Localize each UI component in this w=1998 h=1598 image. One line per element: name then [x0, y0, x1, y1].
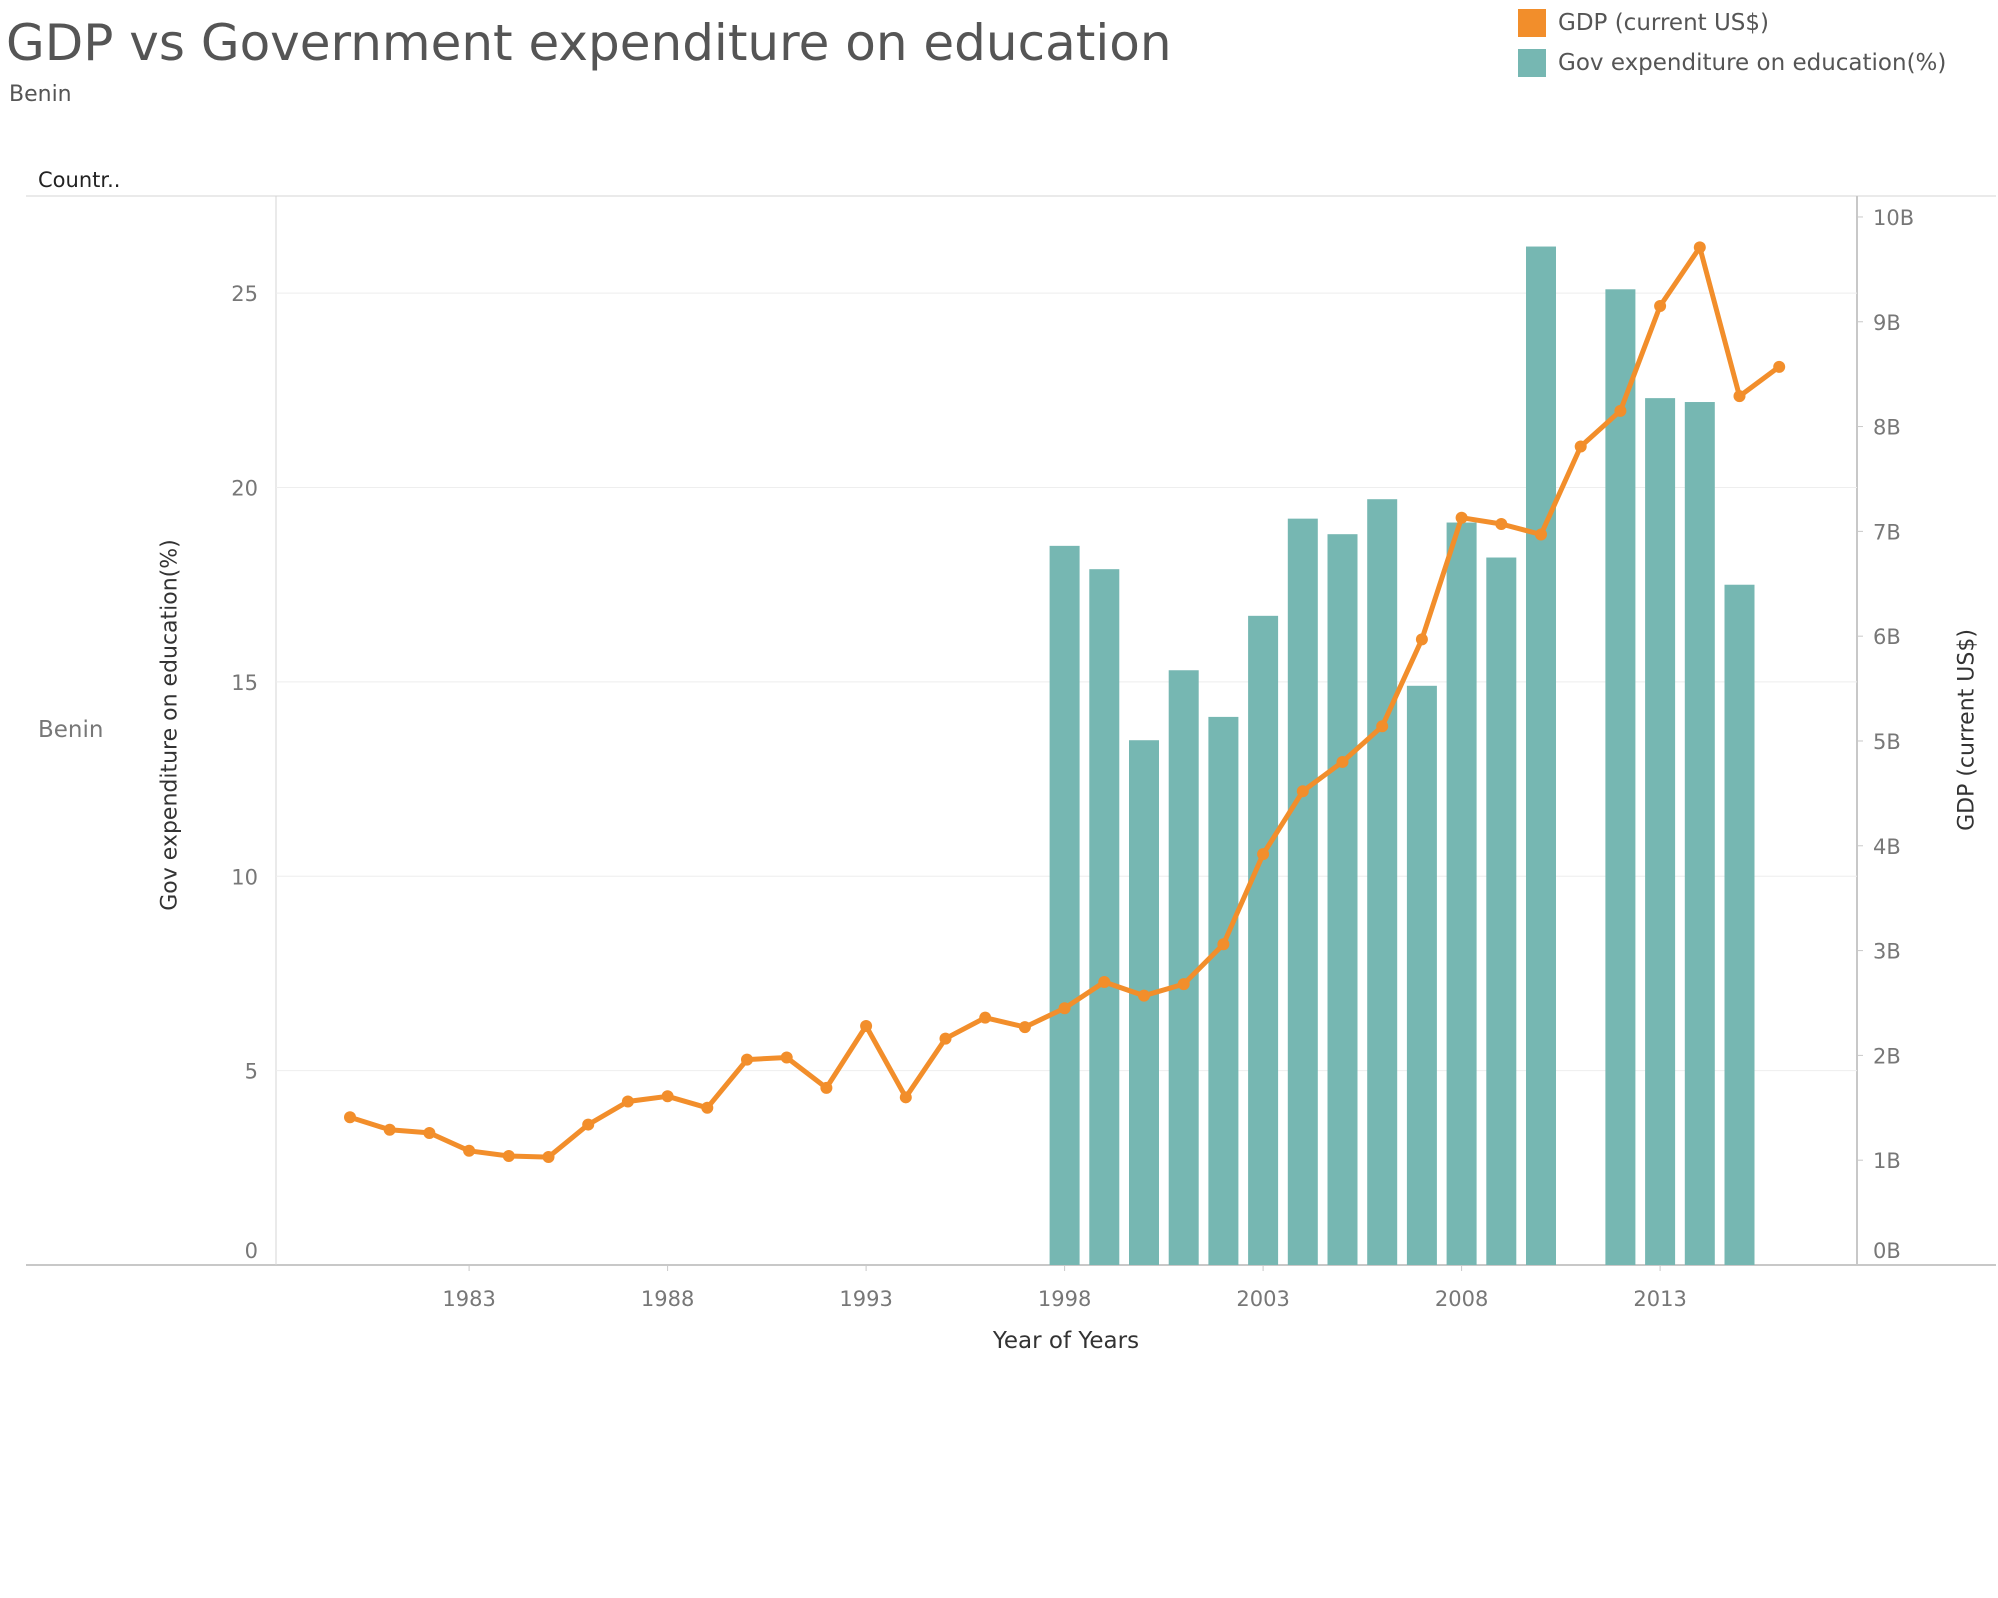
gdp-point — [979, 1011, 992, 1024]
x-tick-label: 2013 — [1633, 1287, 1686, 1311]
bar-education — [1327, 534, 1358, 1265]
bar-education — [1526, 246, 1556, 1265]
legend-label-education: Gov expenditure on education(%) — [1558, 50, 1947, 76]
x-tick-label: 1983 — [442, 1287, 495, 1311]
gdp-point — [1296, 785, 1309, 798]
y2-tick-label: 3B — [1873, 940, 1901, 964]
row-label-country: Benin — [38, 717, 104, 743]
gdp-point — [1415, 633, 1428, 646]
bar-education — [1287, 518, 1318, 1265]
gdp-point — [820, 1081, 833, 1094]
gdp-point — [1257, 848, 1270, 861]
bar-education — [1129, 740, 1159, 1265]
gdp-point — [502, 1150, 515, 1163]
gdp-point — [1336, 755, 1349, 768]
bar-education — [1645, 398, 1676, 1265]
legend-item-education[interactable]: Gov expenditure on education(%) — [1518, 48, 1946, 78]
y-tick-label: 25 — [231, 282, 258, 306]
x-tick-label: 2008 — [1435, 1287, 1488, 1311]
x-tick-label: 1988 — [641, 1287, 694, 1311]
gdp-point — [780, 1051, 793, 1064]
bar-education — [1724, 584, 1755, 1265]
x-tick-label: 2003 — [1236, 1287, 1289, 1311]
gdp-point — [1138, 989, 1150, 1002]
bar-education — [1446, 522, 1477, 1265]
gdp-point — [1217, 938, 1230, 951]
gdp-point — [1693, 241, 1706, 254]
gdp-point — [860, 1020, 873, 1033]
bar-education — [1208, 716, 1239, 1265]
gdp-point — [1058, 1002, 1071, 1015]
gdp-point — [899, 1091, 912, 1104]
gdp-point — [1733, 390, 1746, 403]
gdp-point — [1098, 976, 1111, 989]
bar-education — [1168, 670, 1199, 1265]
y-tick-label: 0 — [245, 1239, 258, 1263]
gdp-point — [701, 1101, 714, 1114]
gdp-point — [1177, 978, 1190, 991]
gdp-point — [621, 1095, 634, 1108]
gdp-point — [1574, 440, 1587, 453]
legend-swatch-education — [1518, 49, 1546, 77]
x-tick-label: 1998 — [1038, 1287, 1091, 1311]
bar-education — [1486, 557, 1517, 1265]
bar-education — [1367, 499, 1398, 1265]
gdp-point — [1018, 1021, 1031, 1034]
x-tick-label: 1993 — [839, 1287, 892, 1311]
y2-tick-label: 6B — [1873, 625, 1901, 649]
legend: GDP (current US$) Gov expenditure on edu… — [1518, 8, 1946, 88]
gdp-point — [1535, 528, 1547, 541]
gdp-point — [939, 1032, 952, 1045]
legend-swatch-gdp — [1518, 9, 1546, 37]
gdp-point — [423, 1126, 436, 1139]
y2-tick-label: 9B — [1873, 311, 1901, 335]
y2-tick-label: 1B — [1873, 1149, 1901, 1173]
gdp-point — [383, 1123, 396, 1136]
bar-education — [1248, 615, 1279, 1265]
y2-tick-label: 5B — [1873, 730, 1901, 754]
gdp-point — [661, 1090, 674, 1103]
column-header-country[interactable]: Countr.. — [38, 168, 121, 192]
gdp-point — [463, 1144, 476, 1157]
bar-education — [1406, 685, 1437, 1265]
bar-education — [1089, 569, 1120, 1265]
x-axis-title: Year of Years — [992, 1328, 1140, 1354]
gdp-point — [1654, 300, 1667, 313]
gdp-point — [1495, 518, 1508, 531]
gdp-point — [1773, 360, 1786, 373]
y2-tick-label: 10B — [1873, 206, 1914, 230]
y2-tick-label: 7B — [1873, 520, 1901, 544]
gdp-point — [741, 1053, 753, 1066]
chart-subtitle: Benin — [9, 82, 72, 107]
gdp-point — [1614, 404, 1627, 417]
y2-tick-label: 8B — [1873, 416, 1901, 440]
gdp-point — [344, 1111, 356, 1124]
gdp-point — [1376, 720, 1389, 733]
y-tick-label: 10 — [231, 865, 258, 889]
y-tick-label: 15 — [231, 671, 258, 695]
chart-title: GDP vs Government expenditure on educati… — [6, 14, 1172, 72]
gdp-point — [1455, 511, 1468, 524]
y-tick-label: 20 — [231, 477, 258, 501]
y2-tick-label: 0B — [1873, 1239, 1901, 1263]
bar-education — [1605, 289, 1636, 1265]
bar-education — [1049, 545, 1080, 1265]
legend-label-gdp: GDP (current US$) — [1558, 10, 1770, 36]
y2-tick-label: 2B — [1873, 1044, 1901, 1068]
gdp-point — [582, 1118, 595, 1131]
bar-education — [1684, 402, 1715, 1265]
y2-tick-label: 4B — [1873, 835, 1901, 859]
legend-item-gdp[interactable]: GDP (current US$) — [1518, 8, 1946, 38]
gdp-point — [542, 1151, 555, 1164]
y-tick-label: 5 — [245, 1060, 258, 1084]
